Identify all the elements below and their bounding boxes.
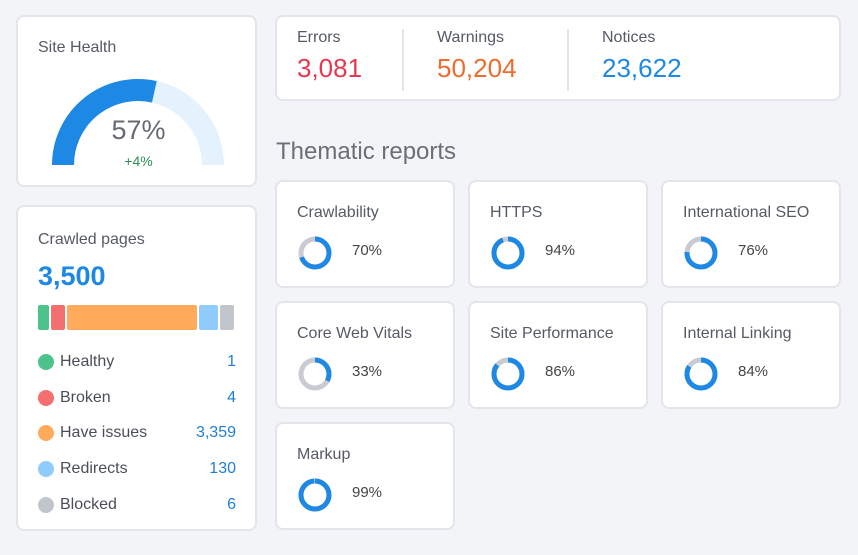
report-card-https[interactable]: HTTPS 94% <box>468 180 648 288</box>
report-title: Core Web Vitals <box>297 325 413 342</box>
legend-label: Healthy <box>60 352 115 370</box>
report-title: Internal Linking <box>683 325 792 342</box>
gauge-fill <box>52 79 157 166</box>
stack-segment-healthy[interactable] <box>38 305 49 330</box>
donut-icon <box>684 357 718 391</box>
donut-icon <box>684 236 718 270</box>
warnings-block[interactable]: Warnings 50,204 <box>437 29 517 84</box>
legend-row-redirects[interactable]: Redirects 130 <box>38 451 238 487</box>
blocked-dot-icon <box>38 496 54 513</box>
donut-fill <box>298 236 332 270</box>
notices-label: Notices <box>602 29 656 46</box>
warnings-label: Warnings <box>437 29 504 46</box>
site-health-value: 57% <box>111 115 166 145</box>
divider <box>567 29 569 91</box>
legend-row-broken[interactable]: Broken 4 <box>38 380 238 416</box>
donut-icon <box>298 357 332 391</box>
warnings-value[interactable]: 50,204 <box>437 53 517 83</box>
legend-row-blocked[interactable]: Blocked 6 <box>38 487 238 523</box>
report-value: 76% <box>738 242 769 259</box>
crawled-pages-title: Crawled pages <box>38 231 145 248</box>
donut-fill <box>684 357 718 391</box>
site-health-gauge <box>52 79 224 166</box>
report-title: Crawlability <box>297 204 379 221</box>
report-title: Site Performance <box>490 325 614 342</box>
crawled-legend: Healthy 1 Broken 4 Have issues 3,359 Red… <box>38 344 238 522</box>
report-card-markup[interactable]: Markup 99% <box>275 422 455 530</box>
report-value: 94% <box>545 242 576 259</box>
crawled-pages-total[interactable]: 3,500 <box>38 261 106 291</box>
legend-label: Redirects <box>60 459 128 477</box>
crawled-pages-card[interactable]: Crawled pages 3,500 Healthy 1 Broken 4 H… <box>16 205 257 531</box>
report-value: 86% <box>545 363 576 380</box>
issues-summary-card: Errors 3,081 Warnings 50,204 Notices 23,… <box>275 15 841 101</box>
stack-segment-blocked[interactable] <box>220 305 234 330</box>
legend-value[interactable]: 6 <box>227 495 236 513</box>
legend-value[interactable]: 3,359 <box>195 424 236 442</box>
report-value: 33% <box>352 363 383 380</box>
donut-fill <box>298 357 332 391</box>
broken-dot-icon <box>38 389 54 406</box>
crawled-stack-bar[interactable] <box>38 305 238 330</box>
stack-segment-broken[interactable] <box>51 305 65 330</box>
donut-icon <box>491 236 525 270</box>
report-value: 99% <box>352 484 383 501</box>
legend-label: Blocked <box>60 495 117 513</box>
divider <box>402 29 404 91</box>
site-health-card[interactable]: Site Health 57% +4% <box>16 15 257 187</box>
report-card-international-seo[interactable]: International SEO 76% <box>661 180 841 288</box>
errors-value[interactable]: 3,081 <box>297 53 363 83</box>
donut-icon <box>491 357 525 391</box>
donut-fill <box>491 357 525 391</box>
donut-fill <box>684 236 718 270</box>
donut-fill <box>491 236 525 270</box>
legend-value[interactable]: 130 <box>209 459 236 477</box>
errors-label: Errors <box>297 29 341 46</box>
notices-value[interactable]: 23,622 <box>602 53 682 83</box>
site-health-delta: +4% <box>124 153 153 169</box>
legend-row-have-issues[interactable]: Have issues 3,359 <box>38 415 238 451</box>
redirects-dot-icon <box>38 460 54 477</box>
report-card-crawlability[interactable]: Crawlability 70% <box>275 180 455 288</box>
have-issues-dot-icon <box>38 425 54 442</box>
legend-label: Broken <box>60 388 111 406</box>
report-card-internal-linking[interactable]: Internal Linking 84% <box>661 301 841 409</box>
report-title: Markup <box>297 446 351 463</box>
donut-fill <box>298 478 332 512</box>
legend-row-healthy[interactable]: Healthy 1 <box>38 344 238 380</box>
legend-value[interactable]: 4 <box>227 388 236 406</box>
errors-block[interactable]: Errors 3,081 <box>297 29 362 84</box>
report-title: HTTPS <box>490 204 543 221</box>
stack-segment-have-issues[interactable] <box>67 305 197 330</box>
donut-icon <box>298 236 332 270</box>
thematic-reports-title: Thematic reports <box>276 138 457 165</box>
site-health-title: Site Health <box>38 39 117 56</box>
notices-block[interactable]: Notices 23,622 <box>602 29 682 84</box>
report-value: 84% <box>738 363 769 380</box>
report-card-core-web-vitals[interactable]: Core Web Vitals 33% <box>275 301 455 409</box>
legend-label: Have issues <box>60 424 148 442</box>
healthy-dot-icon <box>38 353 54 370</box>
report-card-site-performance[interactable]: Site Performance 86% <box>468 301 648 409</box>
report-value: 70% <box>352 242 383 259</box>
report-title: International SEO <box>683 204 810 221</box>
legend-value[interactable]: 1 <box>227 352 236 370</box>
stack-segment-redirects[interactable] <box>199 305 218 330</box>
donut-icon <box>298 478 332 512</box>
